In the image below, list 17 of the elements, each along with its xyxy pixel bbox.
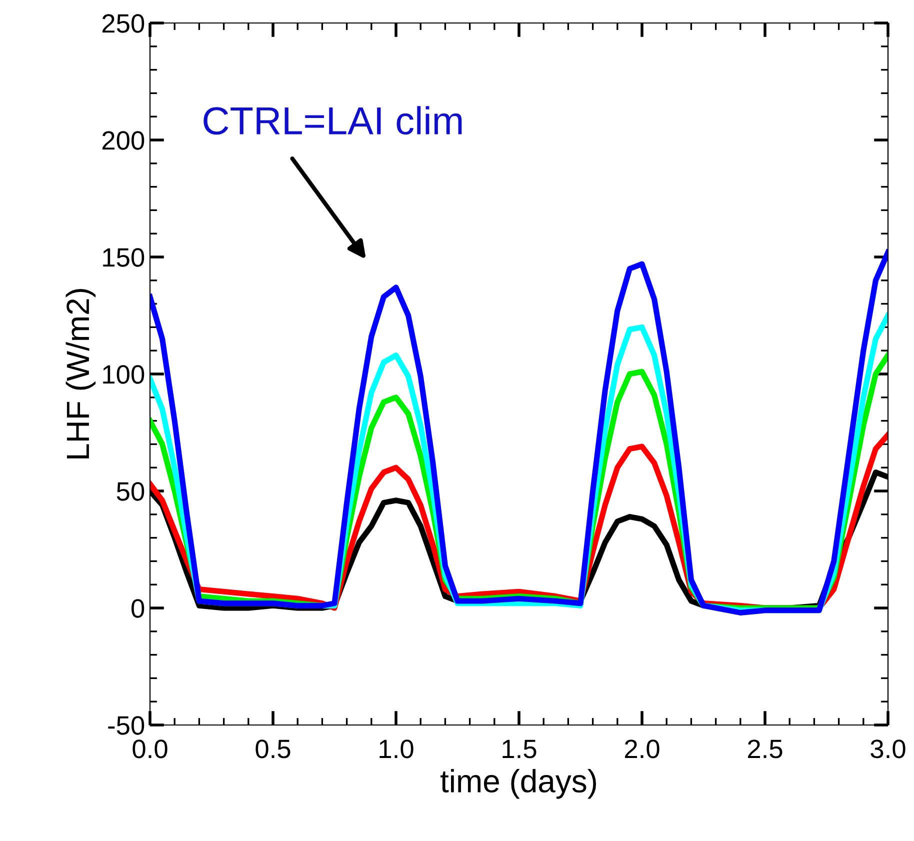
y-tick-label: 200 <box>102 131 144 150</box>
annotation: CTRL=LAI clim <box>204 106 462 135</box>
y-tick-label: 250 <box>102 14 144 33</box>
y-tick-label: 0 <box>131 599 144 618</box>
x-tick-label: 1.5 <box>502 740 536 758</box>
y-tick-label: 50 <box>116 482 144 501</box>
x-tick-label: 1.0 <box>380 740 414 758</box>
x-tick-label: 2.0 <box>624 740 660 758</box>
x-tick-label: 2.5 <box>748 740 782 758</box>
x-tick-label: 3.0 <box>870 740 906 758</box>
x-tick-label: 0.0 <box>132 740 168 758</box>
x-tick-label: 0.5 <box>256 740 290 758</box>
y-tick-label: 100 <box>103 365 144 384</box>
y-tick-label: -50 <box>108 716 144 735</box>
y-axis-title: LHF (W/m2) <box>66 289 96 458</box>
x-axis-title: time (days) <box>440 769 596 799</box>
y-tick-label: 150 <box>103 248 144 267</box>
